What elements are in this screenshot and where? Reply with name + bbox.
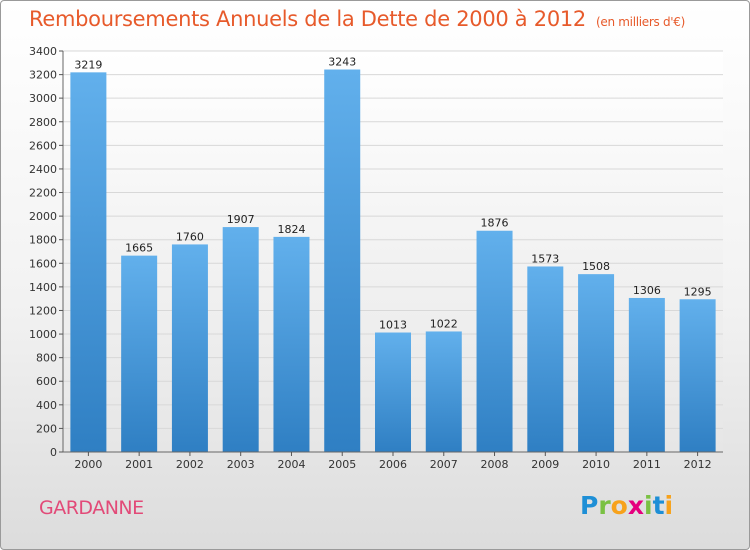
bar [70,72,107,452]
x-tick-label: 2001 [125,458,153,471]
y-tick-label: 1600 [29,257,57,270]
x-tick-label: 2002 [176,458,204,471]
bar [476,230,513,452]
bar-value-label: 1573 [531,252,559,265]
logo-letter: i [644,491,653,520]
bar [628,297,665,452]
bar-value-label: 1508 [582,260,610,273]
x-tick-label: 2000 [74,458,102,471]
bar-value-label: 1022 [430,317,458,330]
bar [375,332,411,452]
bar-value-label: 1760 [176,230,204,243]
bar-value-label: 1876 [481,217,509,230]
logo-letter: i [664,491,674,520]
x-tick-label: 2012 [684,458,712,471]
chart-title-text: Remboursements Annuels de la Dette de 20… [29,7,586,31]
y-tick-label: 2400 [29,163,57,176]
y-tick-label: 600 [36,375,57,388]
bar-value-label: 1306 [633,284,661,297]
bar-value-label: 1013 [379,319,407,332]
proxiti-logo: Proxiti [580,491,673,520]
bar [324,69,361,453]
bar [222,227,259,452]
bar-value-label: 3243 [328,56,356,69]
bar [527,266,564,452]
bar [121,255,158,452]
y-tick-label: 2000 [29,210,57,223]
y-tick-label: 1000 [29,328,57,341]
y-tick-label: 0 [50,446,57,459]
logo-letter: r [598,491,611,520]
y-tick-label: 2200 [29,187,57,200]
bar-value-label: 1907 [227,213,255,226]
bar-value-label: 1824 [277,223,305,236]
y-tick-label: 2800 [29,116,57,129]
logo-letter: x [627,491,644,520]
x-tick-label: 2011 [633,458,661,471]
logo-letter: t [652,491,665,520]
y-tick-label: 3200 [29,69,57,82]
y-axis-ticks: 0 200 400 600 800 1000 1200 1400 1600 1800 2000 220… [29,45,63,459]
city-name: GARDANNE [39,497,144,519]
data-labels: 3219 1665 1760 1907 1824 3243 1013 1022 1876 1573… [74,56,711,332]
bar [578,274,615,452]
x-tick-label: 2009 [531,458,559,471]
x-tick-label: 2006 [379,458,407,471]
x-tick-label: 2010 [582,458,610,471]
y-tick-label: 3400 [29,45,57,58]
x-tick-label: 2008 [481,458,509,471]
bar-value-label: 3219 [74,58,102,71]
x-tick-label: 2007 [430,458,458,471]
y-tick-label: 3000 [29,92,57,105]
bar [679,299,716,452]
y-tick-label: 200 [36,422,57,435]
bars [70,69,716,453]
logo-letter: o [610,491,628,520]
y-tick-label: 800 [36,352,57,365]
x-tick-label: 2003 [227,458,255,471]
bar [171,244,208,452]
x-tick-label: 2004 [277,458,305,471]
x-axis-ticks: 2000 2001 2002 2003 2004 2005 2006 2007 2008 2009… [74,452,712,471]
logo-letter: P [580,491,599,520]
y-tick-label: 400 [36,399,57,412]
bar [273,236,310,452]
y-tick-label: 1800 [29,234,57,247]
y-tick-label: 1400 [29,281,57,294]
y-tick-label: 2600 [29,139,57,152]
chart-title: Remboursements Annuels de la Dette de 20… [29,7,685,31]
y-tick-label: 1200 [29,304,57,317]
chart-subtitle: (en milliers d'€) [596,15,686,29]
x-tick-label: 2005 [328,458,356,471]
bar-value-label: 1665 [125,242,153,255]
bar-value-label: 1295 [684,285,712,298]
bar [425,331,462,452]
